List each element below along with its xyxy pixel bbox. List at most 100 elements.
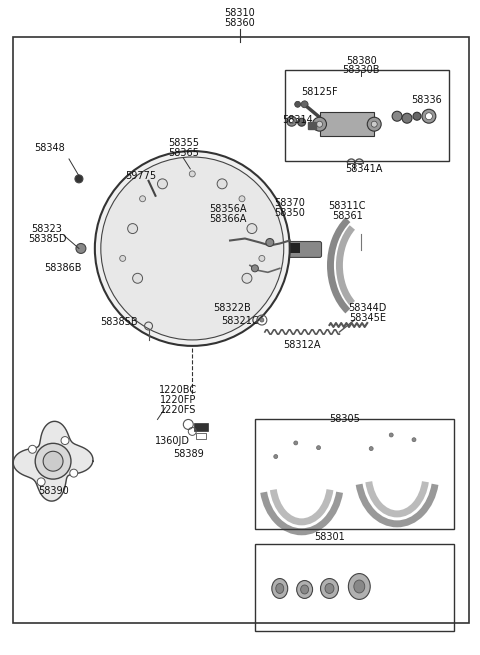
Circle shape <box>132 273 143 283</box>
Text: 58344D: 58344D <box>348 303 386 313</box>
Ellipse shape <box>276 584 284 593</box>
Text: 58341A: 58341A <box>346 164 383 174</box>
Circle shape <box>316 445 321 449</box>
Circle shape <box>316 121 323 127</box>
Text: 58385B: 58385B <box>100 317 137 327</box>
Circle shape <box>260 318 264 322</box>
Circle shape <box>422 109 436 123</box>
Circle shape <box>298 118 306 126</box>
Ellipse shape <box>325 584 334 593</box>
Circle shape <box>413 112 421 121</box>
Text: 58311C: 58311C <box>329 200 366 211</box>
Bar <box>194 423 208 432</box>
Circle shape <box>247 223 257 234</box>
Circle shape <box>392 111 402 121</box>
Text: 58348: 58348 <box>34 143 64 153</box>
Circle shape <box>61 437 69 445</box>
Ellipse shape <box>297 580 312 599</box>
Text: 58385D: 58385D <box>28 234 66 244</box>
Circle shape <box>43 451 63 471</box>
Circle shape <box>412 438 416 441</box>
Circle shape <box>157 179 168 189</box>
Circle shape <box>367 117 381 131</box>
Text: 58390: 58390 <box>38 486 69 496</box>
Circle shape <box>295 102 300 107</box>
Ellipse shape <box>167 242 218 284</box>
Circle shape <box>217 179 227 189</box>
Circle shape <box>35 443 71 479</box>
Circle shape <box>259 255 265 261</box>
Bar <box>255 419 454 529</box>
Circle shape <box>389 433 393 437</box>
Polygon shape <box>13 421 93 501</box>
Text: 58350: 58350 <box>274 208 305 217</box>
Circle shape <box>369 447 373 451</box>
Text: 58370: 58370 <box>274 198 305 208</box>
Ellipse shape <box>272 578 288 599</box>
Bar <box>308 122 315 129</box>
Text: 58389: 58389 <box>173 449 204 459</box>
FancyBboxPatch shape <box>263 242 322 257</box>
Circle shape <box>120 255 126 261</box>
Circle shape <box>425 113 432 120</box>
Text: 59775: 59775 <box>125 171 156 181</box>
Circle shape <box>95 151 290 346</box>
Circle shape <box>101 157 284 340</box>
Circle shape <box>402 113 412 123</box>
Circle shape <box>189 171 195 177</box>
Circle shape <box>140 196 145 202</box>
Circle shape <box>37 478 45 486</box>
FancyBboxPatch shape <box>168 182 216 206</box>
Ellipse shape <box>354 580 365 593</box>
Text: 58356A: 58356A <box>209 204 247 214</box>
Bar <box>196 434 206 440</box>
Text: 58386B: 58386B <box>44 263 82 273</box>
Text: 58355: 58355 <box>168 138 199 148</box>
Bar <box>282 244 300 253</box>
Text: 58330B: 58330B <box>343 66 380 75</box>
Circle shape <box>274 455 278 458</box>
Text: 58345E: 58345E <box>349 313 386 323</box>
Circle shape <box>28 445 36 453</box>
Text: 58336: 58336 <box>411 96 442 105</box>
Circle shape <box>266 238 274 246</box>
Text: 58305: 58305 <box>329 415 360 424</box>
Circle shape <box>287 116 297 126</box>
Circle shape <box>239 196 245 202</box>
Circle shape <box>301 101 308 108</box>
Text: 1220BC: 1220BC <box>159 384 197 395</box>
Ellipse shape <box>321 578 338 599</box>
Text: 58312A: 58312A <box>283 340 320 350</box>
Text: 58301: 58301 <box>314 532 345 542</box>
Circle shape <box>75 175 83 183</box>
Circle shape <box>312 117 326 131</box>
Text: 58314: 58314 <box>282 115 313 125</box>
Text: 58310: 58310 <box>225 8 255 18</box>
Bar <box>178 278 207 290</box>
Text: 58322B: 58322B <box>213 303 251 313</box>
Bar <box>242 300 260 312</box>
Text: 1220FS: 1220FS <box>160 405 196 415</box>
Circle shape <box>146 178 151 183</box>
Circle shape <box>371 121 377 127</box>
Circle shape <box>252 265 258 272</box>
Text: 58361: 58361 <box>332 211 363 221</box>
Bar <box>255 544 454 631</box>
Bar <box>285 69 449 161</box>
Text: 58380: 58380 <box>346 56 377 66</box>
Text: 58360: 58360 <box>225 18 255 28</box>
Text: 58366A: 58366A <box>209 214 247 223</box>
Circle shape <box>294 441 298 445</box>
Circle shape <box>70 469 78 477</box>
Circle shape <box>76 244 86 253</box>
Circle shape <box>242 273 252 283</box>
Circle shape <box>128 223 138 234</box>
Text: 58321C: 58321C <box>221 316 259 326</box>
Ellipse shape <box>348 574 370 599</box>
Bar <box>153 238 170 261</box>
Bar <box>320 112 374 136</box>
Text: 1220FP: 1220FP <box>160 394 196 405</box>
Text: 58365: 58365 <box>168 148 199 158</box>
Ellipse shape <box>172 248 212 279</box>
Circle shape <box>289 119 294 124</box>
